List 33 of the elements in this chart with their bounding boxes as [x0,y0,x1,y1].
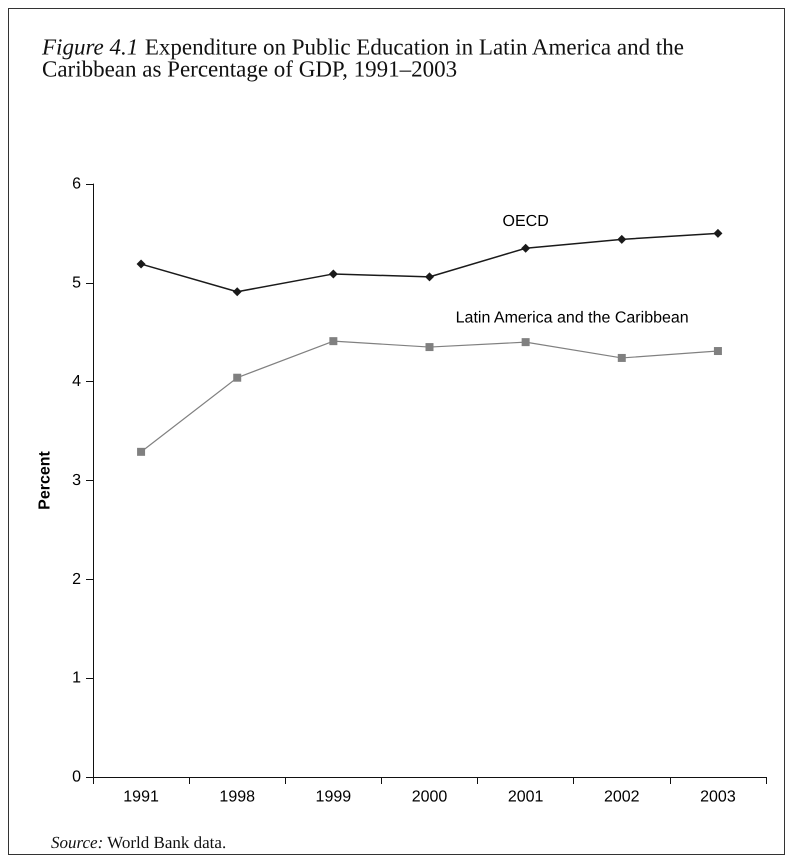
point [521,244,530,253]
chart-title: Figure 4.1 Expenditure on Public Education in Latin America and the Caribbean as Percentage of GDP, 1991–2003 [41,34,690,82]
x-tick-label: 1998 [219,788,256,806]
y-axis-title: Percent [36,450,54,510]
series-label: OECD [502,213,549,230]
y-tick-label: 2 [72,570,82,588]
point [713,228,722,238]
point [617,234,626,244]
point [233,374,242,382]
point [136,260,146,269]
point [714,347,722,356]
y-tick-label: 1 [72,670,82,687]
x-tick-label: 1991 [123,788,159,806]
point [426,343,434,352]
y-tick-label: 5 [72,274,82,292]
x-tick-label: 2002 [604,788,640,806]
point [137,448,146,456]
point [329,337,338,346]
x-tick-label: 2000 [412,788,448,806]
y-tick-label: 6 [72,176,82,192]
x-tick-label: 1999 [316,788,352,806]
point [618,354,626,362]
source-note: Source: World Bank data. [51,833,226,852]
point [328,269,338,278]
x-tick-label: 2001 [508,788,544,806]
series-label: Latin America and the Caribbean [456,310,689,327]
y-tick-label: 0 [72,768,82,786]
y-tick-label: 3 [72,472,82,489]
point [522,338,530,346]
point [425,272,434,282]
point [232,287,242,296]
y-tick-label: 4 [72,373,82,390]
x-tick-label: 2003 [700,788,736,806]
